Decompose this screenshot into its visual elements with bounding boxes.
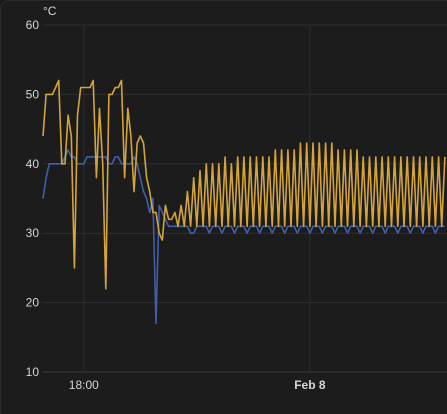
series-line-1[interactable] [42, 149, 445, 325]
series-lines [42, 79, 446, 325]
y-tick-label: 60 [26, 18, 40, 32]
x-axis-ticks: 18:00 Feb 8 [69, 378, 326, 392]
series-line-2[interactable] [42, 79, 446, 290]
y-tick-label: 40 [26, 157, 40, 171]
y-axis-unit-label: °C [43, 4, 57, 18]
y-tick-label: 50 [26, 87, 40, 101]
y-tick-label: 10 [26, 365, 40, 379]
x-tick-label: Feb 8 [294, 378, 326, 392]
y-axis-ticks: 10 20 30 40 50 60 [26, 18, 40, 379]
y-tick-label: 20 [26, 296, 40, 310]
y-tick-label: 30 [26, 226, 40, 240]
x-tick-label: 18:00 [69, 378, 99, 392]
